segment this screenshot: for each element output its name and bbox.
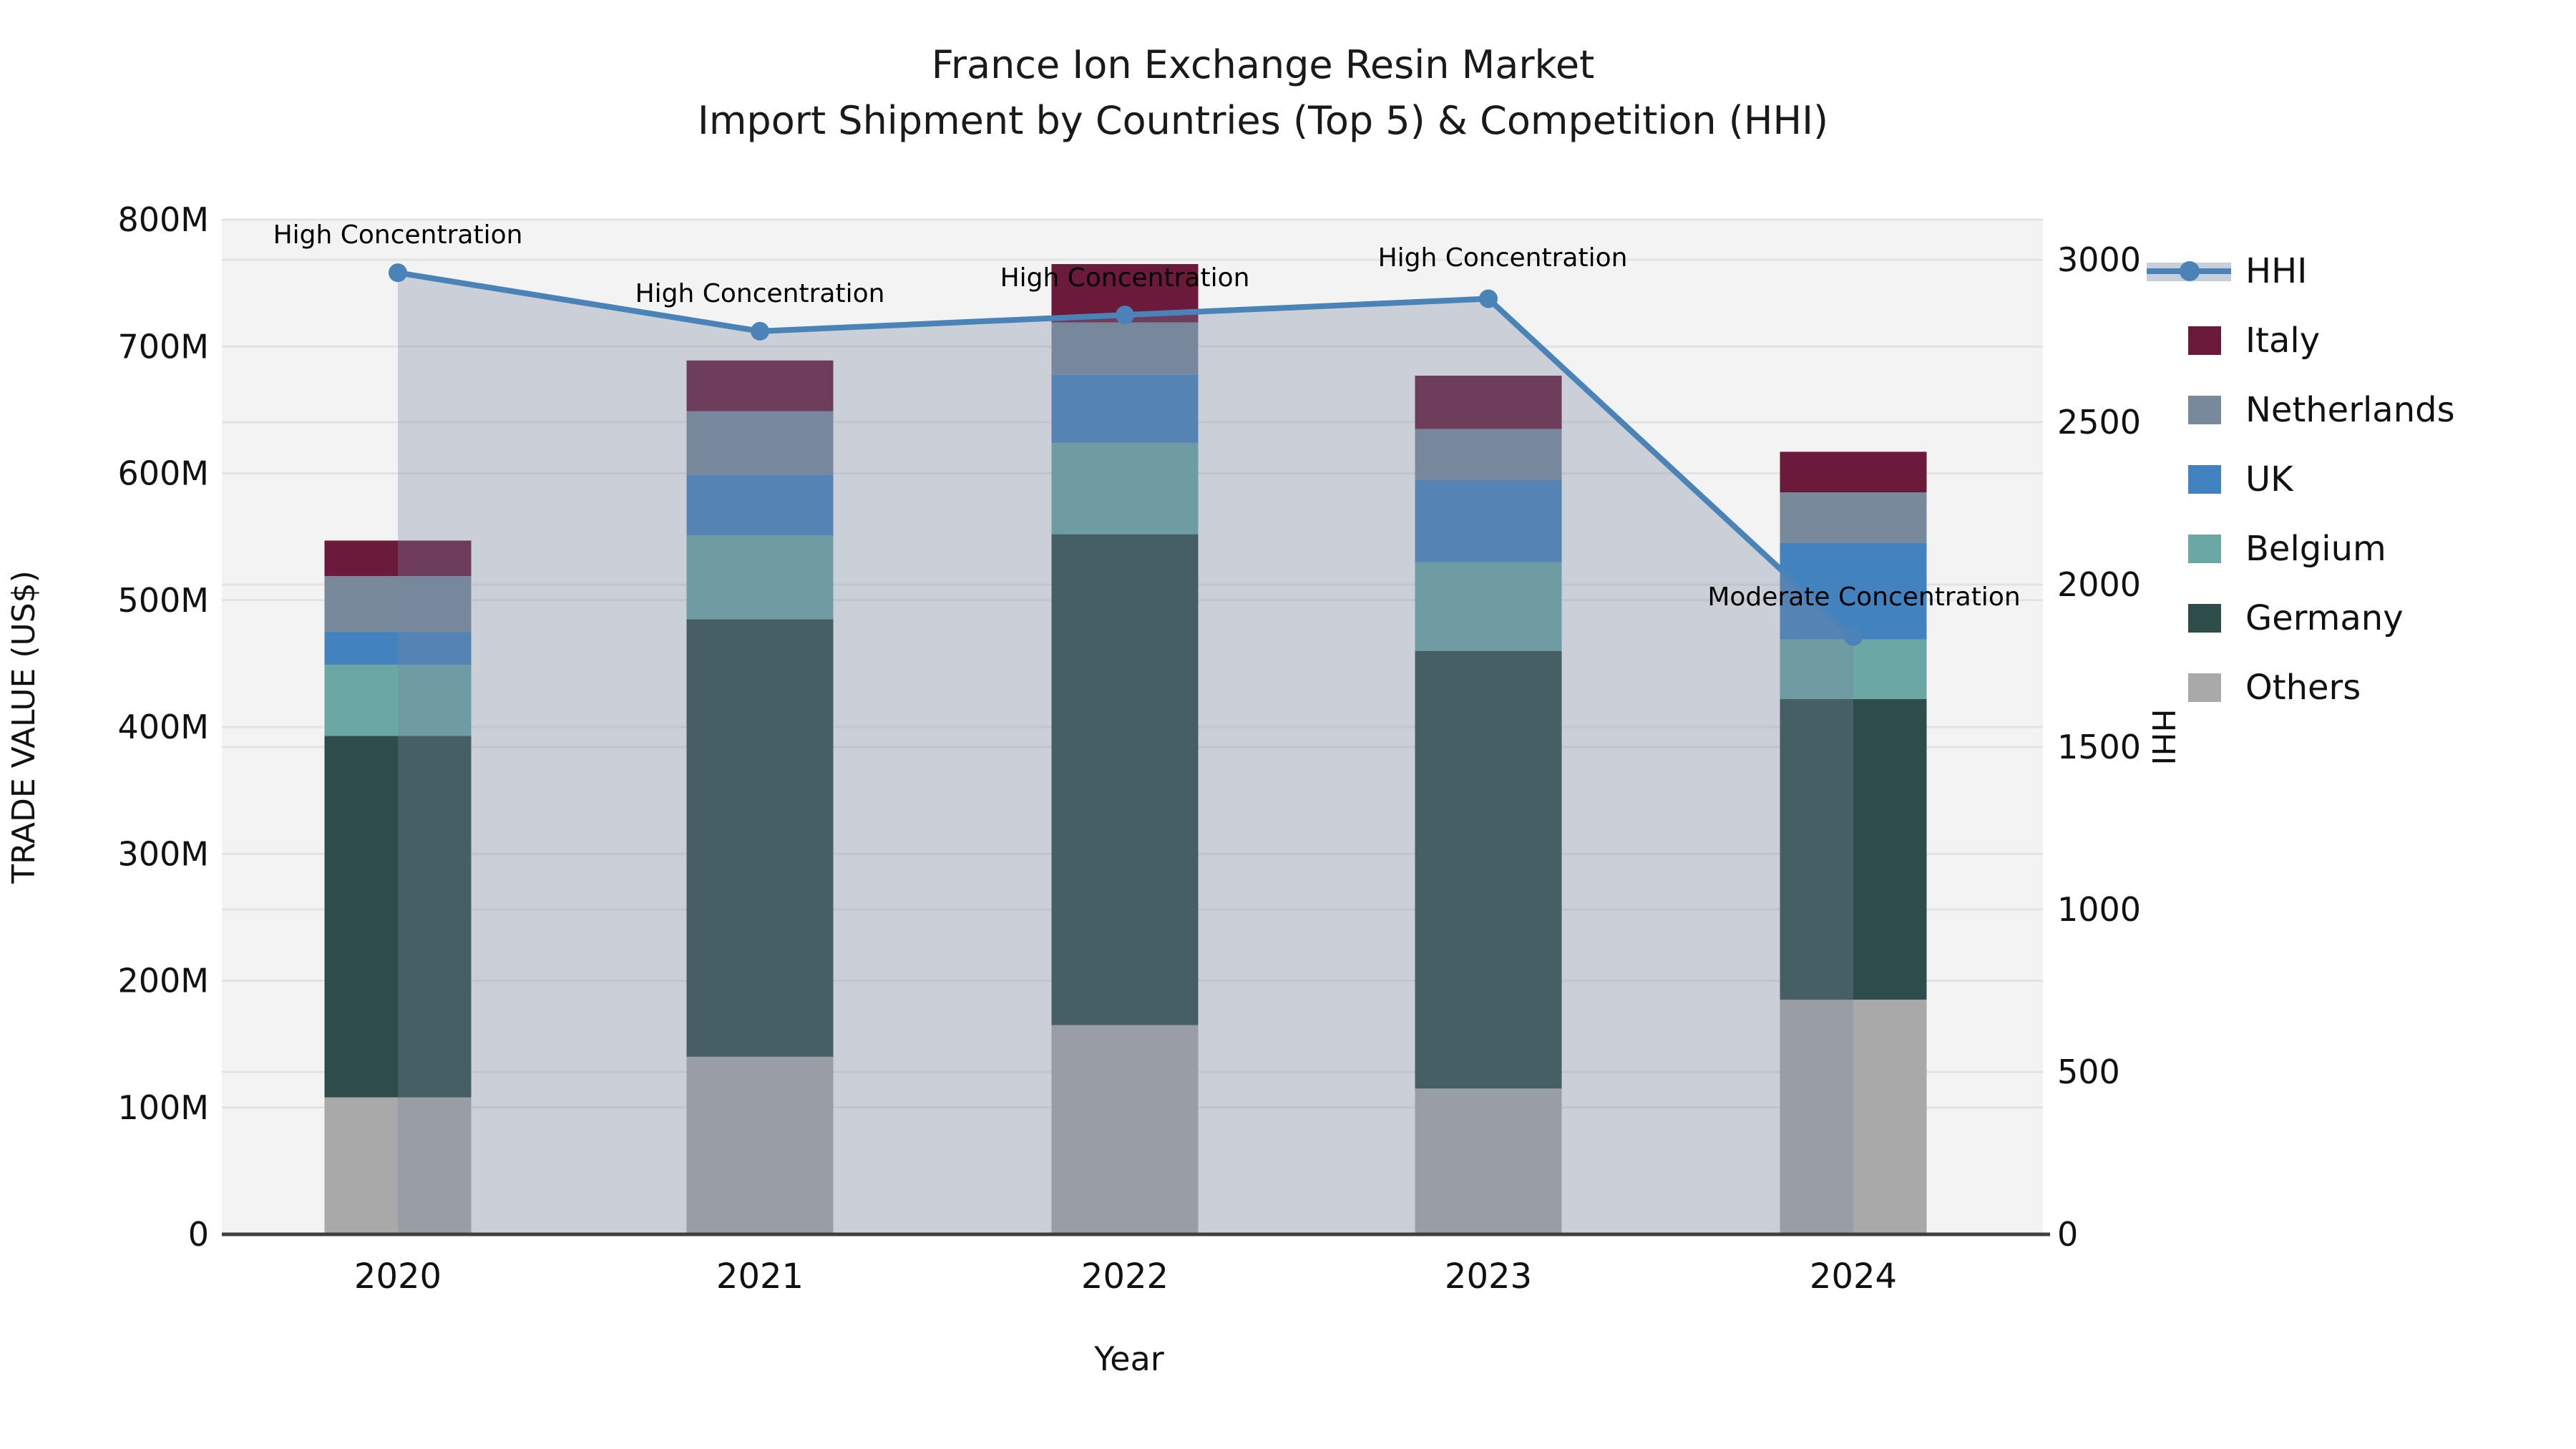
hhi-marker-2024 <box>1844 627 1863 646</box>
legend-item-italy: Italy <box>2188 306 2455 375</box>
legend-item-belgium: Belgium <box>2188 514 2455 583</box>
x-tick-2020: 2020 <box>354 1257 441 1297</box>
legend-item-hhi: HHI <box>2147 236 2455 306</box>
annotation-2021: High Concentration <box>635 279 885 308</box>
bar-segment-netherlands-2020 <box>324 576 472 633</box>
legend-swatch-belgium <box>2188 534 2221 563</box>
bar-segment-belgium-2022 <box>1051 442 1199 535</box>
y-right-tick-500: 500 <box>2057 1053 2120 1091</box>
bar-segment-germany-2024 <box>1780 699 1927 1000</box>
bar-segment-germany-2021 <box>686 619 834 1057</box>
bar-segment-belgium-2024 <box>1780 639 1927 700</box>
y-right-tick-2000: 2000 <box>2057 565 2141 604</box>
bar-segment-others-2022 <box>1051 1025 1199 1234</box>
y-right-tick-1500: 1500 <box>2057 728 2141 766</box>
y-left-tick-100M: 100M <box>118 1088 210 1127</box>
y-right-tick-2500: 2500 <box>2057 403 2141 441</box>
y-right-tick-3000: 3000 <box>2057 240 2141 279</box>
legend-swatch-germany <box>2188 603 2221 633</box>
hhi-area-fill <box>398 273 1853 1234</box>
legend-label-uk: UK <box>2245 459 2293 499</box>
y-left-tick-300M: 300M <box>118 834 210 873</box>
chart-legend: HHI Italy Netherlands UK Belgium Germany Other… <box>2147 236 2455 722</box>
legend-swatch-others <box>2188 673 2221 702</box>
legend-item-uk: UK <box>2188 444 2455 514</box>
bar-segment-belgium-2020 <box>324 665 472 736</box>
legend-swatch-netherlands <box>2188 395 2221 424</box>
bar-segment-others-2023 <box>1415 1088 1562 1234</box>
bar-segment-italy-2023 <box>1415 376 1562 429</box>
bar-segment-others-2020 <box>324 1097 472 1234</box>
bar-segment-italy-2020 <box>324 540 472 577</box>
bar-segment-belgium-2021 <box>686 535 834 620</box>
annotation-2022: High Concentration <box>1000 263 1250 293</box>
x-tick-2023: 2023 <box>1445 1257 1532 1297</box>
bar-segment-italy-2024 <box>1780 452 1927 493</box>
bar-segment-italy-2021 <box>686 360 834 411</box>
y-left-tick-500M: 500M <box>118 581 210 620</box>
y-left-tick-700M: 700M <box>118 327 210 366</box>
hhi-marker-2020 <box>389 263 407 283</box>
y-left-tick-600M: 600M <box>118 454 210 493</box>
bar-segment-belgium-2023 <box>1415 562 1562 651</box>
bar-segment-netherlands-2022 <box>1051 322 1199 375</box>
legend-label-others: Others <box>2245 667 2361 708</box>
y-left-tick-400M: 400M <box>118 708 210 746</box>
bar-segment-uk-2022 <box>1051 374 1199 443</box>
legend-label-germany: Germany <box>2245 597 2404 638</box>
bar-segment-netherlands-2023 <box>1415 429 1562 480</box>
bar-segment-germany-2022 <box>1051 534 1199 1025</box>
bar-segment-uk-2021 <box>686 474 834 536</box>
y-left-axis-title: TRADE VALUE (US$) <box>6 570 42 884</box>
y-left-tick-800M: 800M <box>118 200 210 239</box>
bar-segment-uk-2020 <box>324 632 472 665</box>
chart-title: France Ion Exchange Resin Market Import … <box>0 37 2526 150</box>
x-axis-title: Year <box>1093 1340 1163 1378</box>
bar-segment-germany-2023 <box>1415 650 1562 1089</box>
hhi-marker-2022 <box>1116 306 1134 325</box>
legend-label-italy: Italy <box>2245 320 2321 361</box>
bar-segment-netherlands-2021 <box>686 411 834 475</box>
legend-label-netherlands: Netherlands <box>2245 389 2455 430</box>
legend-label-hhi: HHI <box>2245 250 2308 291</box>
annotation-2023: High Concentration <box>1378 243 1628 273</box>
bar-segment-netherlands-2024 <box>1780 492 1927 543</box>
hhi-marker-2023 <box>1479 289 1498 308</box>
legend-swatch-uk <box>2188 464 2221 494</box>
annotation-2024: Moderate Concentration <box>1707 582 2020 612</box>
chart-title-line1: France Ion Exchange Resin Market <box>931 42 1595 87</box>
y-right-tick-1000: 1000 <box>2057 890 2141 929</box>
y-left-tick-0: 0 <box>188 1215 209 1254</box>
bar-segment-others-2024 <box>1780 1000 1927 1234</box>
x-tick-2022: 2022 <box>1081 1257 1169 1297</box>
bar-segment-germany-2020 <box>324 736 472 1098</box>
legend-label-belgium: Belgium <box>2245 528 2386 569</box>
y-right-axis-title: HHI <box>2145 708 2181 765</box>
bar-segment-others-2021 <box>686 1056 834 1234</box>
legend-item-germany: Germany <box>2188 583 2455 653</box>
x-tick-2024: 2024 <box>1810 1257 1897 1297</box>
chart-title-line2: Import Shipment by Countries (Top 5) & C… <box>697 98 1829 144</box>
y-right-tick-0: 0 <box>2057 1215 2078 1254</box>
hhi-marker-2021 <box>751 321 769 341</box>
y-left-tick-200M: 200M <box>118 962 210 1000</box>
annotation-2020: High Concentration <box>273 220 523 250</box>
legend-hhi-line-icon <box>2147 257 2231 286</box>
legend-swatch-italy <box>2188 326 2221 355</box>
legend-item-netherlands: Netherlands <box>2188 375 2455 444</box>
legend-item-others: Others <box>2188 653 2455 722</box>
bar-segment-uk-2023 <box>1415 479 1562 562</box>
x-tick-2021: 2021 <box>716 1257 804 1297</box>
